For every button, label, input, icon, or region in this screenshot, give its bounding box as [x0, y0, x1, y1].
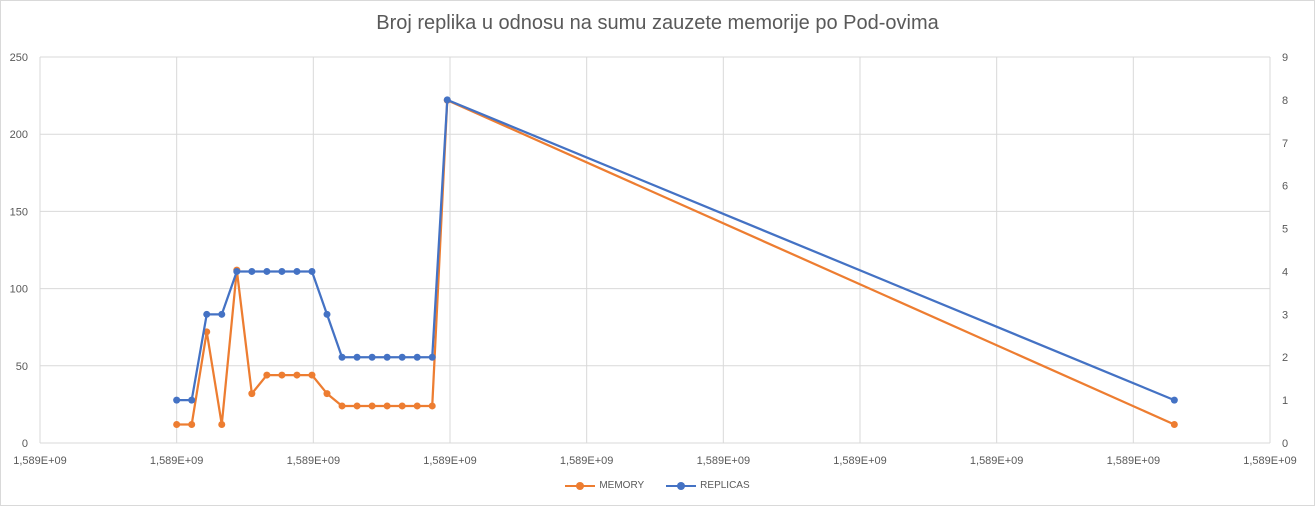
data-point-memory	[413, 402, 421, 410]
data-point-replicas	[383, 353, 391, 361]
y-left-tick-label: 50	[16, 361, 28, 373]
y-right-tick-label: 5	[1282, 224, 1288, 236]
data-point-memory	[353, 402, 361, 410]
data-point-replicas	[338, 353, 346, 361]
data-point-memory	[338, 402, 346, 410]
data-point-replicas	[428, 353, 436, 361]
data-point-memory	[173, 420, 181, 428]
y-right-tick-label: 6	[1282, 181, 1288, 193]
legend-label-replicas: REPLICAS	[700, 480, 750, 491]
data-point-memory	[368, 402, 376, 410]
data-point-replicas	[308, 267, 316, 275]
y-left-tick-label: 0	[22, 438, 28, 450]
data-point-memory	[383, 402, 391, 410]
data-point-replicas	[233, 267, 241, 275]
y-right-tick-label: 8	[1282, 95, 1288, 107]
legend-label-memory: MEMORY	[599, 480, 645, 491]
data-point-memory	[263, 371, 271, 379]
data-point-memory	[1170, 420, 1178, 428]
y-right-tick-label: 0	[1282, 438, 1288, 450]
y-right-tick-label: 1	[1282, 395, 1288, 407]
x-tick-label: 1,589E+09	[560, 455, 614, 467]
x-tick-label: 1,589E+09	[287, 455, 341, 467]
legend-item-replicas: REPLICAS	[666, 480, 750, 491]
data-point-memory	[188, 420, 196, 428]
y-left-tick-label: 150	[10, 206, 28, 218]
legend-item-memory: MEMORY	[565, 480, 644, 491]
data-point-replicas	[218, 310, 226, 318]
y-left-tick-label: 100	[10, 284, 28, 296]
y-right-tick-label: 9	[1282, 52, 1288, 64]
data-point-memory	[308, 371, 316, 379]
y-left-tick-label: 250	[10, 52, 28, 64]
x-tick-label: 1,589E+09	[833, 455, 887, 467]
x-tick-label: 1,589E+09	[697, 455, 751, 467]
series-layer	[173, 96, 1178, 428]
chart-title: Broj replika u odnosu na sumu zauzete me…	[376, 12, 939, 34]
x-tick-label: 1,589E+09	[423, 455, 477, 467]
data-point-memory	[323, 390, 331, 398]
data-point-replicas	[353, 353, 361, 361]
data-point-replicas	[173, 396, 181, 404]
y-axis-right-ticks: 0 1 2 3 4 5 6 7 8 9	[1282, 52, 1288, 450]
data-point-memory	[293, 371, 301, 379]
gridlines	[39, 56, 1271, 444]
x-axis-ticks: 1,589E+09 1,589E+09 1,589E+09 1,589E+09 1,58…	[13, 455, 1297, 467]
legend: MEMORY REPLICAS	[0, 480, 1315, 491]
data-point-replicas	[323, 310, 331, 318]
data-point-replicas	[203, 310, 211, 318]
data-point-replicas	[188, 396, 196, 404]
legend-swatch-memory	[565, 481, 596, 491]
data-point-memory	[218, 420, 226, 428]
y-right-tick-label: 4	[1282, 266, 1288, 278]
y-right-tick-label: 7	[1282, 138, 1288, 150]
data-point-memory	[428, 402, 436, 410]
data-point-replicas	[1170, 396, 1178, 404]
x-tick-label: 1,589E+09	[150, 455, 204, 467]
data-point-replicas	[398, 353, 406, 361]
data-point-replicas	[413, 353, 421, 361]
x-tick-label: 1,589E+09	[13, 455, 67, 467]
x-tick-label: 1,589E+09	[1243, 455, 1297, 467]
y-axis-left-ticks: 0 50 100 150 200 250	[10, 52, 28, 450]
data-point-replicas	[368, 353, 376, 361]
y-right-tick-label: 2	[1282, 352, 1288, 364]
x-tick-label: 1,589E+09	[970, 455, 1024, 467]
series-line-replicas	[176, 98, 1175, 402]
legend-swatch-replicas	[666, 481, 697, 491]
series-line-memory	[176, 99, 1175, 426]
data-point-replicas	[263, 267, 271, 275]
data-point-replicas	[278, 267, 286, 275]
data-point-memory	[398, 402, 406, 410]
data-point-memory	[278, 371, 286, 379]
y-left-tick-label: 200	[10, 129, 28, 141]
y-right-tick-label: 3	[1282, 309, 1288, 321]
data-point-replicas	[248, 267, 256, 275]
x-tick-label: 1,589E+09	[1107, 455, 1161, 467]
data-point-replicas	[443, 96, 451, 104]
data-point-memory	[248, 390, 256, 398]
data-point-replicas	[293, 267, 301, 275]
